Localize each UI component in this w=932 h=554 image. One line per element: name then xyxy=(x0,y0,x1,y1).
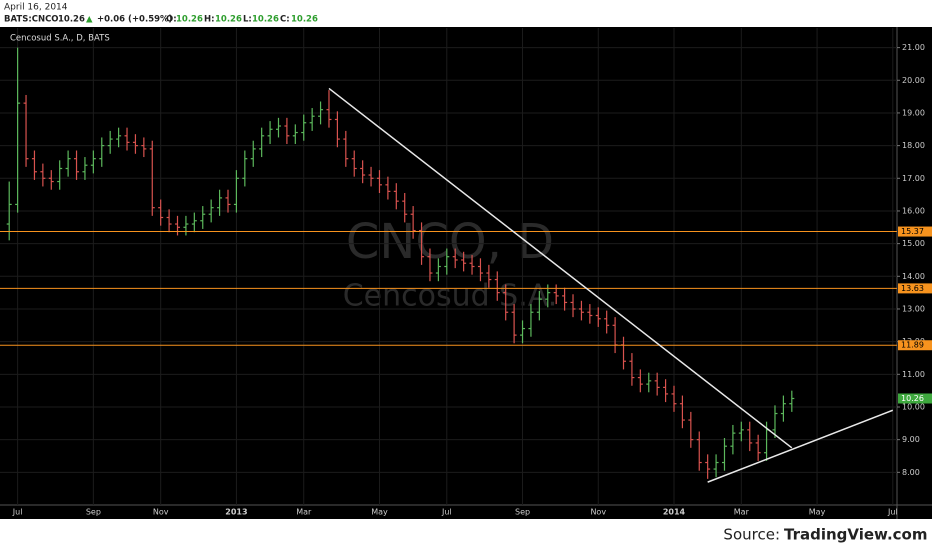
last-price-label: 10.26 xyxy=(901,394,924,403)
y-tick-label: 8.00 xyxy=(902,468,920,477)
x-tick-label: Sep xyxy=(515,508,530,517)
y-tick-label: 15.00 xyxy=(902,239,925,248)
y-tick-label: 19.00 xyxy=(902,108,925,117)
level-label-box xyxy=(898,283,932,294)
watermark-name: Cencosud S.A. xyxy=(343,279,558,314)
x-tick-label: May xyxy=(809,508,826,517)
y-tick-label: 10.00 xyxy=(902,402,925,411)
chart-title: Cencosud S.A., D, BATS xyxy=(10,34,110,44)
level-label: 15.37 xyxy=(901,227,924,236)
y-tick-label: 13.00 xyxy=(902,304,925,313)
x-tick-label: Sep xyxy=(86,508,101,517)
last-price-box xyxy=(898,393,932,404)
x-tick-label: Mar xyxy=(734,508,750,517)
y-tick-label: 17.00 xyxy=(902,174,925,183)
x-tick-label: Jul xyxy=(887,508,898,517)
y-tick-label: 14.00 xyxy=(902,272,925,281)
x-tick-label: Jul xyxy=(441,508,452,517)
plot: 8.009.0010.0011.0012.0013.0014.0015.0016… xyxy=(0,28,932,517)
up-arrow: ▲ xyxy=(86,15,93,25)
change: +0.06 (+0.59%) xyxy=(97,15,173,25)
o-label: O: xyxy=(166,15,177,25)
level-label: 13.63 xyxy=(901,284,924,293)
l-value: 10.26 xyxy=(252,15,279,25)
y-tick-label: 18.00 xyxy=(902,141,925,150)
y-tick-label: 20.00 xyxy=(902,76,925,85)
y-tick-label: 21.00 xyxy=(902,43,925,52)
x-tick-label: Nov xyxy=(590,508,606,517)
x-tick-label: 2013 xyxy=(225,508,247,517)
c-label: C: xyxy=(280,15,290,25)
watermark-symbol: CNCO, D xyxy=(346,214,554,270)
date: April 16, 2014 xyxy=(4,3,68,13)
o-value: 10.26 xyxy=(176,15,203,25)
trend-line xyxy=(707,409,894,483)
trend-line xyxy=(328,87,793,449)
last: 10.26 xyxy=(58,15,85,25)
x-tick-label: May xyxy=(371,508,388,517)
x-tick-label: Mar xyxy=(296,508,312,517)
x-tick-label: Nov xyxy=(153,508,169,517)
y-tick-label: 16.00 xyxy=(902,206,925,215)
source-label: Source: xyxy=(723,526,780,544)
chart-background xyxy=(0,27,932,519)
level-label-box xyxy=(898,226,932,237)
level-label-box xyxy=(898,340,932,351)
y-tick-label: 11.00 xyxy=(902,370,925,379)
source-site: TradingView.com xyxy=(784,526,927,544)
c-value: 10.26 xyxy=(291,15,318,25)
y-tick-label: 9.00 xyxy=(902,435,920,444)
l-label: L: xyxy=(243,15,252,25)
x-tick-label: Jul xyxy=(12,508,23,517)
level-label: 11.89 xyxy=(901,341,924,350)
quote: BATS:CNCO 10.26 ▲ +0.06 (+0.59%) O: 10.2… xyxy=(4,15,318,25)
x-tick-label: 2014 xyxy=(663,508,686,517)
h-value: 10.26 xyxy=(215,15,242,25)
symbol: BATS:CNCO xyxy=(4,15,59,25)
h-label: H: xyxy=(204,15,215,25)
